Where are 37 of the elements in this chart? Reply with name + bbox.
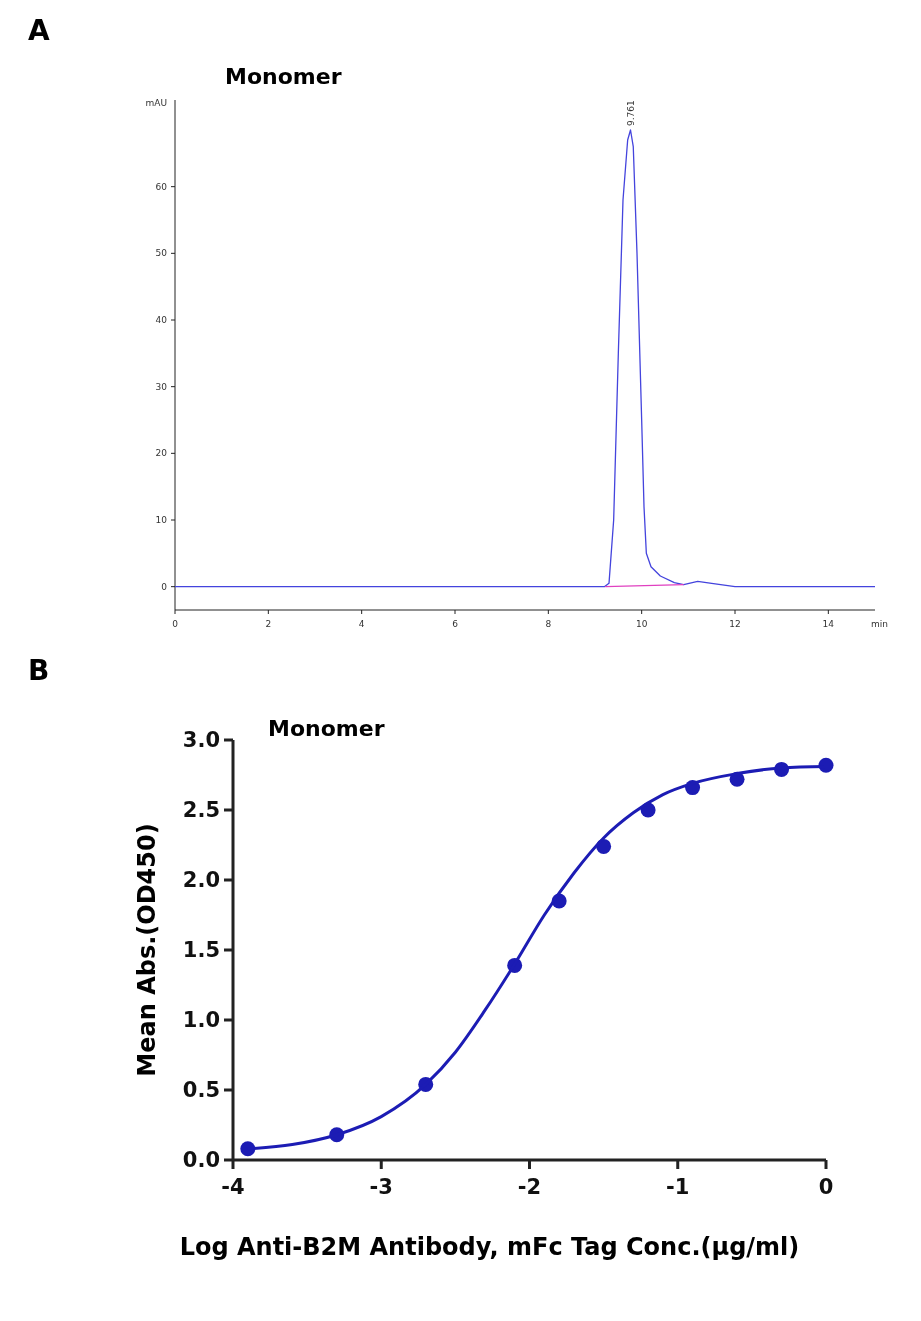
y-tick-label: 30 [155,381,168,392]
x-tick-label: 14 [822,619,835,629]
x-tick-label: 10 [635,619,648,629]
x-tick-label: -4 [221,1175,245,1199]
chart-title: Monomer [225,64,342,89]
chart-title: Monomer [268,716,385,741]
x-tick-label: 0 [818,1175,834,1199]
y-tick-label: 10 [155,515,168,526]
y-tick-label: 60 [155,181,168,192]
x-tick-label: 12 [729,619,741,629]
x-tick-label: 0 [172,619,179,629]
x-tick-label: -2 [517,1175,542,1199]
line-series [174,129,876,588]
x-axis-title: min [871,619,888,629]
y-axis-title: Mean Abs.(OD450) [133,823,161,1077]
y-tick-label: 1.5 [182,938,220,963]
annotation: 9.761 [625,100,636,126]
text: A [28,14,50,47]
y-tick-label: 0.5 [182,1078,220,1103]
y-tick-label: 2.0 [182,868,220,893]
y-tick-label: 0 [161,581,168,592]
y-tick-label: 3.0 [182,728,220,753]
y-tick-label: 0.0 [182,1148,220,1173]
x-tick-label: 8 [545,619,552,629]
y-axis-title: mAU [145,98,167,108]
x-tick-label: -1 [666,1175,690,1199]
x-tick-label: -3 [369,1175,393,1199]
text: B [28,654,50,687]
x-tick-label: 6 [452,619,459,629]
y-tick-label: 50 [155,248,168,259]
x-tick-label: 2 [265,619,272,629]
x-tick-label: 4 [358,619,365,629]
y-tick-label: 1.0 [182,1008,220,1033]
y-tick-label: 2.5 [182,798,220,823]
x-axis-title: Log Anti-B2M Antibody, mFc Tag Conc.(µg/ml) [179,1233,800,1261]
y-tick-label: 40 [155,315,168,326]
y-tick-label: 20 [155,448,168,459]
